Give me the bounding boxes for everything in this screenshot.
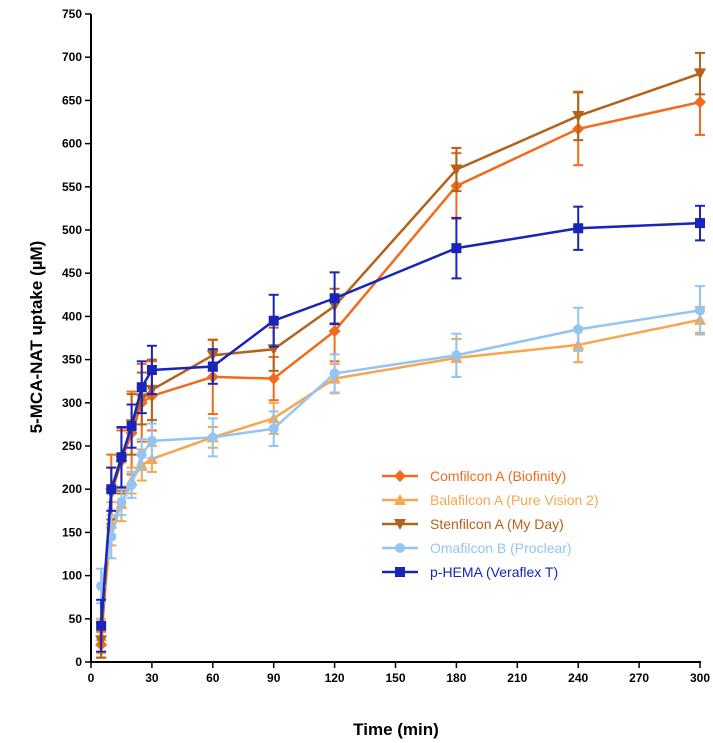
legend-marker-2 [394, 519, 406, 530]
series-3-point-9 [451, 350, 462, 361]
x-tick-label-120: 120 [325, 671, 345, 685]
series-4-point-11 [695, 218, 705, 229]
y-tick-label-300: 300 [62, 396, 82, 410]
x-tick-label-30: 30 [145, 671, 159, 685]
y-tick-label-150: 150 [62, 525, 82, 539]
series-layer [95, 51, 706, 659]
x-tick-label-150: 150 [385, 671, 405, 685]
series-3 [96, 285, 705, 605]
series-4-point-0 [96, 620, 107, 631]
x-tick-label-300: 300 [690, 671, 710, 685]
series-2-point-9 [450, 164, 463, 176]
series-4-point-2 [116, 452, 127, 463]
legend-label-1: Balafilcon A (Pure Vision 2) [430, 492, 599, 508]
x-axis-title: Time (min) [353, 720, 439, 739]
series-2-point-10 [572, 110, 585, 122]
legend-marker-3 [395, 543, 405, 553]
legend-label-4: p-HEMA (Veraflex T) [430, 564, 558, 580]
legend-item-4: p-HEMA (Veraflex T) [382, 564, 558, 580]
series-4-point-10 [573, 223, 584, 234]
series-4 [96, 204, 705, 653]
x-tick-label-180: 180 [446, 671, 466, 685]
series-3-point-2 [116, 497, 127, 508]
series-3-point-7 [268, 423, 279, 434]
y-tick-label-650: 650 [62, 93, 82, 107]
y-tick-label-100: 100 [62, 569, 82, 583]
y-tick-label-200: 200 [62, 482, 82, 496]
legend-item-0: Comfilcon A (Biofinity) [382, 468, 566, 484]
series-4-point-9 [451, 243, 462, 254]
series-3-point-3 [126, 479, 137, 490]
series-0-point-8 [328, 325, 341, 338]
x-tick-label-240: 240 [568, 671, 588, 685]
series-0-line [99, 100, 701, 645]
series-3-point-5 [146, 435, 157, 446]
x-tick-label-90: 90 [267, 671, 281, 685]
series-3-point-10 [573, 324, 584, 335]
y-axis-title: 5-MCA-NAT uptake (µM) [27, 241, 46, 434]
series-0-point-11 [694, 96, 706, 109]
legend-marker-1 [394, 494, 406, 505]
series-3-point-6 [207, 432, 218, 443]
legend: Comfilcon A (Biofinity) Balafilcon A (Pur… [382, 468, 599, 580]
y-tick-label-500: 500 [62, 223, 82, 237]
x-tick-label-0: 0 [88, 671, 95, 685]
series-3-line [99, 309, 701, 587]
y-tick-label-350: 350 [62, 353, 82, 367]
y-tick-label-750: 750 [62, 7, 82, 21]
y-tick-label-600: 600 [62, 137, 82, 151]
legend-marker-0 [394, 470, 406, 482]
y-tick-label-550: 550 [62, 180, 82, 194]
x-tick-label-270: 270 [629, 671, 649, 685]
y-tick-label-250: 250 [62, 439, 82, 453]
legend-item-1: Balafilcon A (Pure Vision 2) [382, 492, 599, 508]
series-4-point-1 [106, 484, 117, 495]
series-2-point-11 [694, 68, 706, 80]
series-0-point-7 [267, 372, 280, 385]
axes: 0501001502002503003504004505005506006507… [62, 7, 710, 685]
legend-marker-4 [395, 567, 405, 577]
series-4-point-4 [136, 382, 147, 393]
series-4-point-8 [329, 293, 340, 304]
y-tick-label-700: 700 [62, 50, 82, 64]
series-4-point-5 [146, 364, 157, 375]
series-2 [95, 51, 706, 659]
series-3-point-8 [329, 368, 340, 379]
y-tick-label-0: 0 [75, 655, 82, 669]
series-4-line [99, 221, 701, 626]
y-tick-label-50: 50 [69, 612, 83, 626]
y-tick-label-450: 450 [62, 266, 82, 280]
x-tick-label-60: 60 [206, 671, 220, 685]
legend-item-2: Stenfilcon A (My Day) [382, 516, 564, 532]
series-4-point-6 [207, 361, 218, 372]
series-2-line [99, 72, 701, 641]
y-tick-label-400: 400 [62, 309, 82, 323]
series-4-point-7 [268, 315, 279, 326]
x-tick-label-210: 210 [507, 671, 527, 685]
series-4-point-3 [126, 421, 137, 432]
series-3-point-11 [695, 305, 705, 316]
legend-label-2: Stenfilcon A (My Day) [430, 516, 564, 532]
legend-item-3: Omafilcon B (Proclear) [382, 540, 572, 556]
legend-label-3: Omafilcon B (Proclear) [430, 540, 572, 556]
series-3-point-4 [136, 449, 147, 460]
legend-label-0: Comfilcon A (Biofinity) [430, 468, 566, 484]
